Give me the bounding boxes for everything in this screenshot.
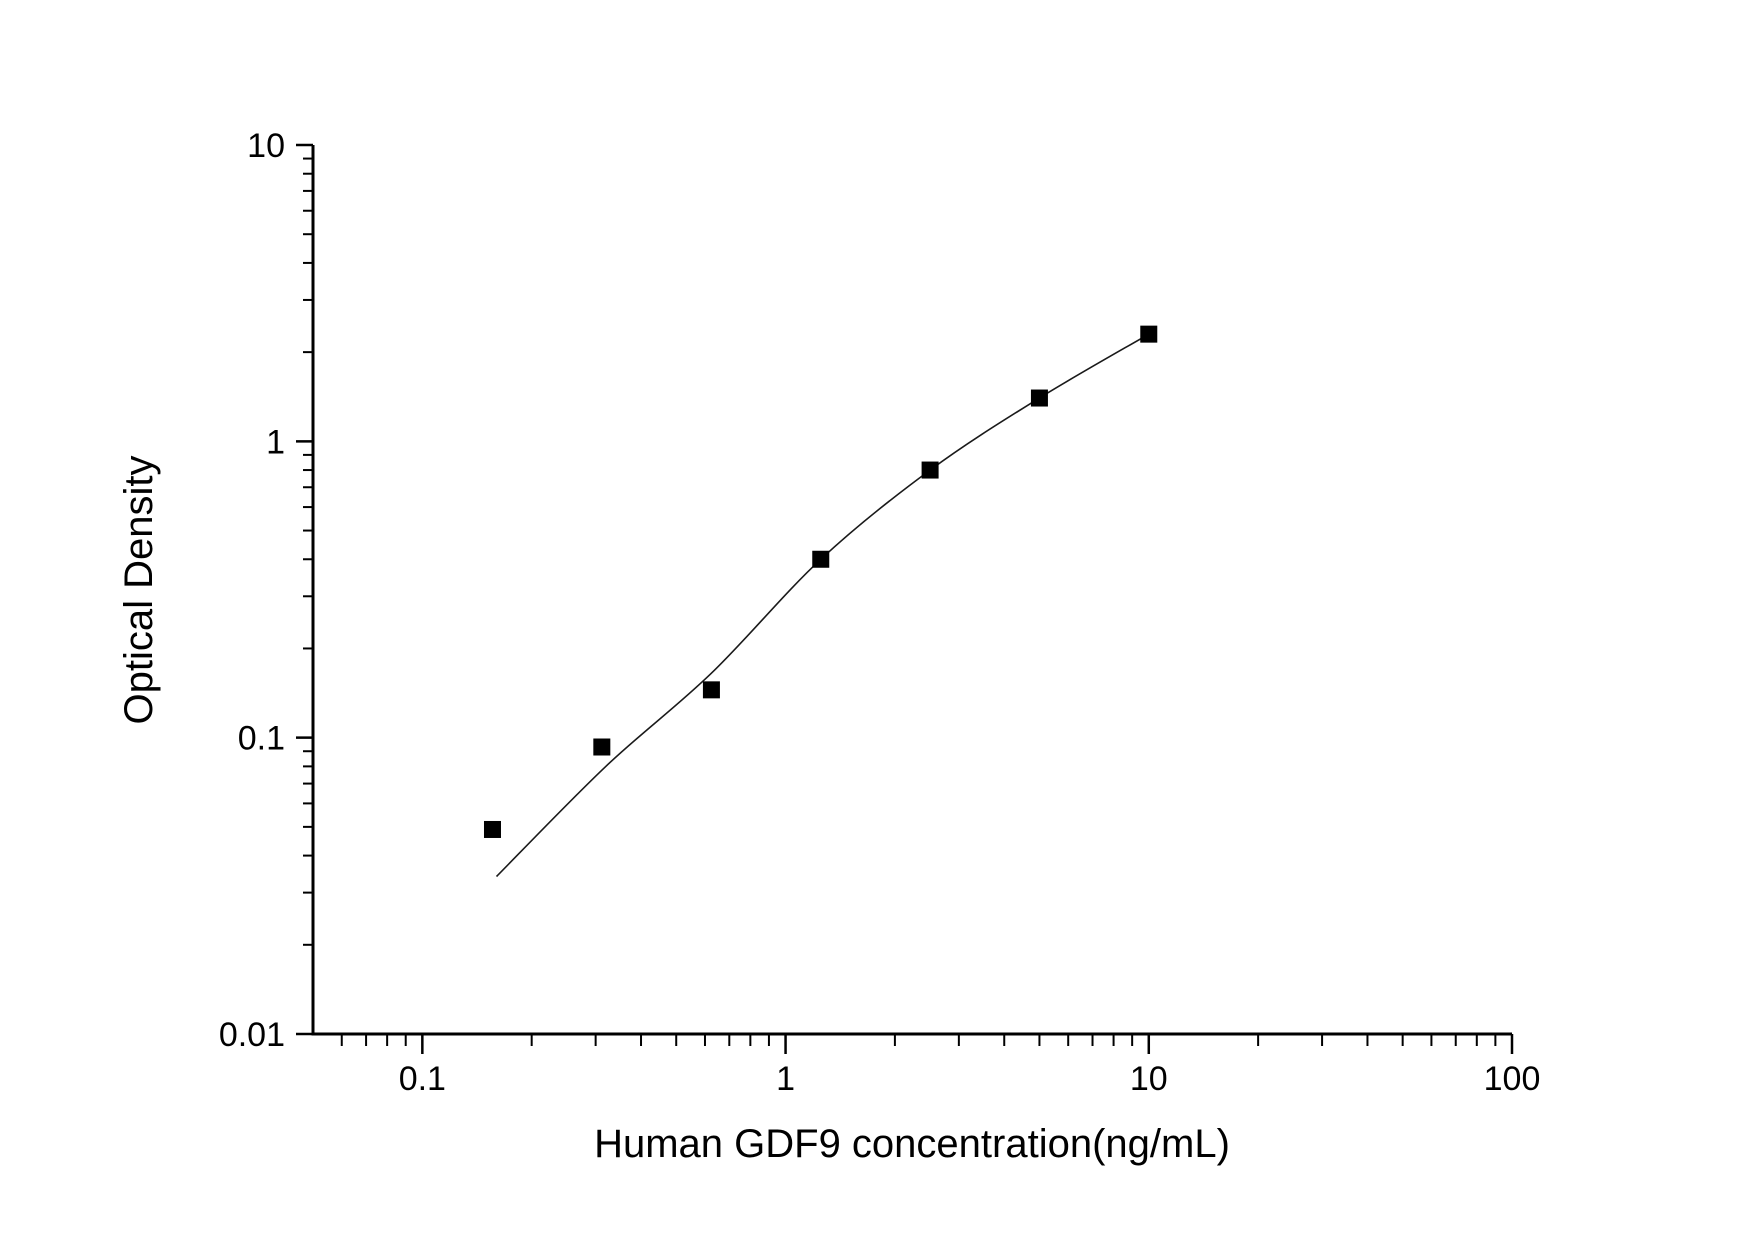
y-tick-label: 10 bbox=[247, 127, 285, 165]
x-tick-label: 10 bbox=[1130, 1060, 1168, 1098]
data-point-marker bbox=[921, 461, 939, 479]
y-tick-label: 0.01 bbox=[219, 1016, 285, 1054]
data-point-marker bbox=[812, 550, 830, 568]
x-tick-label: 100 bbox=[1484, 1060, 1541, 1098]
y-tick-label: 1 bbox=[266, 423, 285, 461]
x-axis-title: Human GDF9 concentration(ng/mL) bbox=[594, 1122, 1230, 1166]
axes-layer: 0.1 1 10 100 10 1 0.1 0.01 bbox=[219, 127, 1541, 1098]
data-point-marker bbox=[1030, 389, 1048, 407]
x-tick-label: 0.1 bbox=[399, 1060, 446, 1098]
x-tick-label: 1 bbox=[776, 1060, 795, 1098]
y-axis-title: Optical Density bbox=[117, 456, 161, 725]
fit-curve-line bbox=[495, 333, 1150, 878]
data-point-marker bbox=[1140, 325, 1158, 343]
plot-layer bbox=[483, 325, 1158, 878]
y-tick-label: 0.1 bbox=[238, 720, 285, 758]
data-point-marker bbox=[702, 681, 720, 699]
data-point-marker bbox=[593, 738, 611, 756]
data-point-marker bbox=[483, 820, 501, 838]
